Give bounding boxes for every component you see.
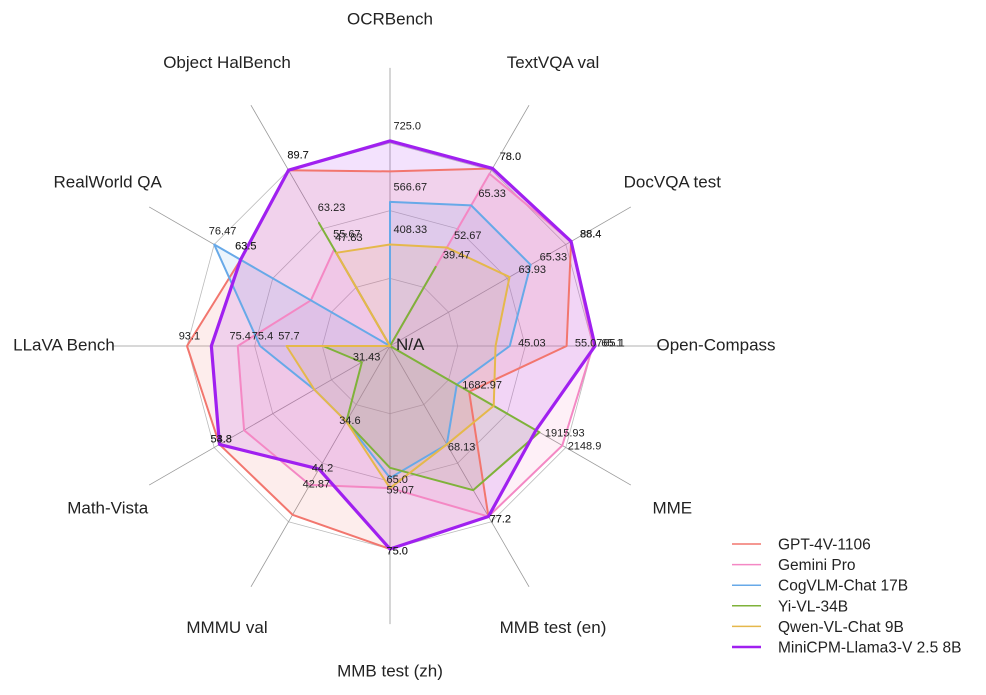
svg-text:MMB test (zh): MMB test (zh) <box>337 661 443 680</box>
svg-text:MME: MME <box>652 498 692 517</box>
svg-text:55.07: 55.07 <box>575 338 603 350</box>
svg-text:54.3: 54.3 <box>211 434 232 446</box>
svg-text:725.0: 725.0 <box>394 121 422 133</box>
svg-text:OCRBench: OCRBench <box>347 9 433 28</box>
svg-text:52.67: 52.67 <box>454 230 482 242</box>
svg-text:39.47: 39.47 <box>443 250 471 262</box>
svg-text:75.4: 75.4 <box>230 331 251 343</box>
svg-text:65.33: 65.33 <box>540 252 568 264</box>
svg-text:2148.9: 2148.9 <box>568 441 602 453</box>
svg-text:42.87: 42.87 <box>303 478 331 490</box>
svg-text:57.7: 57.7 <box>278 331 299 343</box>
svg-text:44.2: 44.2 <box>312 463 333 475</box>
svg-text:76.47: 76.47 <box>209 225 237 237</box>
svg-text:63.23: 63.23 <box>318 202 346 214</box>
svg-text:MiniCPM-Llama3-V 2.5 8B: MiniCPM-Llama3-V 2.5 8B <box>778 640 961 657</box>
svg-text:1682.97: 1682.97 <box>462 380 502 392</box>
svg-text:Open-Compass: Open-Compass <box>656 335 775 354</box>
svg-text:MMB test (en): MMB test (en) <box>500 618 607 637</box>
svg-text:45.03: 45.03 <box>518 338 546 350</box>
svg-text:47.83: 47.83 <box>335 232 363 244</box>
svg-text:Qwen-VL-Chat 9B: Qwen-VL-Chat 9B <box>778 619 904 636</box>
svg-text:75.0: 75.0 <box>387 545 408 557</box>
svg-text:93.1: 93.1 <box>179 331 200 343</box>
svg-text:63.93: 63.93 <box>519 264 547 276</box>
svg-text:65.33: 65.33 <box>478 188 506 200</box>
svg-text:CogVLM-Chat 17B: CogVLM-Chat 17B <box>778 578 908 595</box>
svg-text:88.4: 88.4 <box>580 228 601 240</box>
svg-text:59.07: 59.07 <box>387 484 415 496</box>
svg-text:77.2: 77.2 <box>490 514 511 526</box>
svg-text:75.4: 75.4 <box>252 331 273 343</box>
svg-text:89.7: 89.7 <box>287 149 308 161</box>
svg-text:MMMU val: MMMU val <box>186 618 267 637</box>
svg-text:408.33: 408.33 <box>394 224 428 236</box>
svg-text:566.67: 566.67 <box>394 182 428 194</box>
svg-text:Object HalBench: Object HalBench <box>163 53 291 72</box>
svg-text:Gemini Pro: Gemini Pro <box>778 557 856 574</box>
svg-text:RealWorld QA: RealWorld QA <box>54 172 163 191</box>
svg-text:DocVQA test: DocVQA test <box>624 172 722 191</box>
svg-text:78.0: 78.0 <box>500 151 521 163</box>
svg-text:TextVQA val: TextVQA val <box>507 53 600 72</box>
svg-text:GPT-4V-1106: GPT-4V-1106 <box>778 537 871 554</box>
svg-text:Yi-VL-34B: Yi-VL-34B <box>778 598 848 615</box>
svg-text:N/A: N/A <box>396 335 425 354</box>
svg-text:63.5: 63.5 <box>235 241 256 253</box>
svg-text:LLaVA Bench: LLaVA Bench <box>13 335 115 354</box>
svg-text:65.1: 65.1 <box>603 338 624 350</box>
svg-text:34.6: 34.6 <box>339 415 360 427</box>
svg-text:68.13: 68.13 <box>448 441 476 453</box>
svg-text:Math-Vista: Math-Vista <box>67 498 148 517</box>
svg-text:1915.93: 1915.93 <box>545 428 585 440</box>
svg-text:31.43: 31.43 <box>353 351 381 363</box>
